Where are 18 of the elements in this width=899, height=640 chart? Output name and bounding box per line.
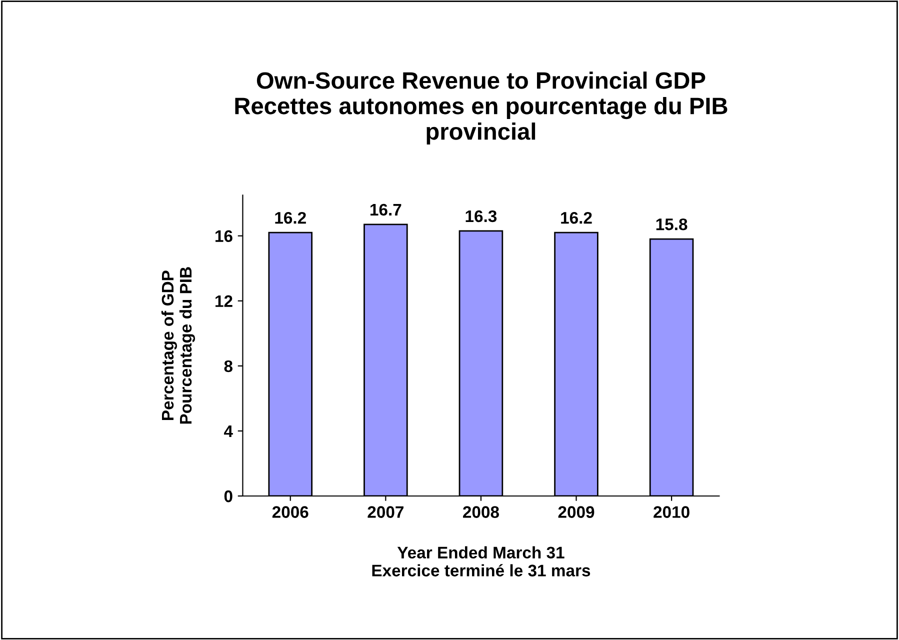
y-tick-label: 0 [224,490,232,502]
y-tick-label: 8 [224,360,232,372]
data-label: 16.3 [466,210,497,222]
x-axis-title: Year Ended March 31 Exercice terminé le 31 mars [372,546,590,576]
data-label: 16.7 [370,204,402,216]
y-axis-title: Percentage of GDP Pourcentage du PIB [161,267,196,424]
x-tick-label: 2006 [272,506,308,518]
x-tick-label: 2010 [654,506,690,518]
x-tick-label: 2009 [558,506,594,518]
y-tick-label: 16 [216,230,232,242]
x-tick-label: 2008 [463,506,499,518]
x-tick-label: 2007 [368,506,404,518]
data-label: 16.2 [561,212,592,224]
data-label: 15.8 [656,218,688,230]
data-label: 16.2 [275,212,306,224]
y-tick-label: 4 [224,426,233,437]
y-tick-label: 12 [216,295,232,307]
chart-title: Own-Source Revenue to Provincial GDP Recettes autonomes en pourcentage du PIB provincial [235,72,728,145]
